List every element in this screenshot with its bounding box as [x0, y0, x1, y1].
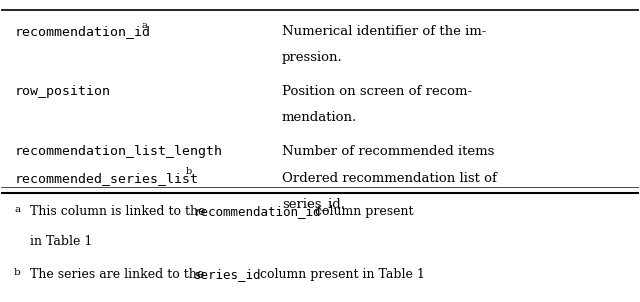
Text: recommended_series_list: recommended_series_list	[14, 172, 198, 185]
Text: b: b	[186, 167, 192, 176]
Text: b: b	[14, 268, 21, 277]
Text: mendation.: mendation.	[282, 111, 357, 124]
Text: pression.: pression.	[282, 51, 342, 64]
Text: in Table 1: in Table 1	[30, 235, 92, 248]
Text: series_id.: series_id.	[282, 198, 345, 210]
Text: column present in Table 1: column present in Table 1	[256, 268, 425, 281]
Text: series_id: series_id	[194, 268, 261, 281]
Text: The series are linked to the: The series are linked to the	[26, 268, 208, 281]
Text: Number of recommended items: Number of recommended items	[282, 145, 494, 158]
Text: column present: column present	[311, 205, 413, 218]
Text: row_position: row_position	[14, 85, 110, 98]
Text: recommendation_id: recommendation_id	[14, 25, 150, 38]
Text: recommendation_list_length: recommendation_list_length	[14, 145, 222, 158]
Text: This column is linked to the: This column is linked to the	[26, 205, 209, 218]
Text: a: a	[14, 205, 20, 214]
Text: a: a	[142, 21, 148, 30]
Text: Position on screen of recom-: Position on screen of recom-	[282, 85, 472, 98]
Text: recommendation_id: recommendation_id	[194, 205, 321, 218]
Text: Numerical identifier of the im-: Numerical identifier of the im-	[282, 25, 486, 38]
Text: Ordered recommendation list of: Ordered recommendation list of	[282, 172, 497, 185]
